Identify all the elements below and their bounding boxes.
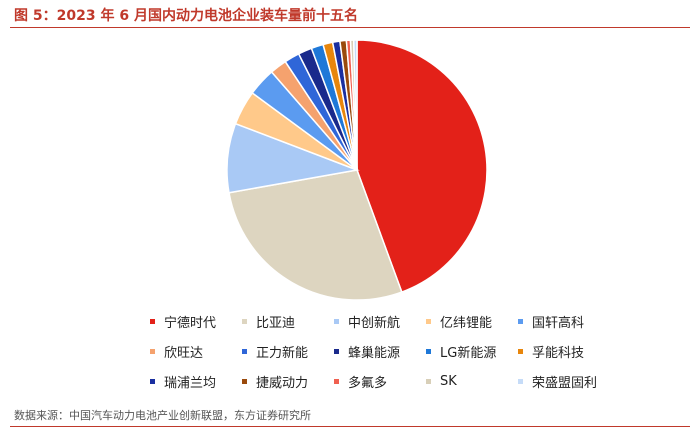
- legend-row: 宁德时代 比亚迪 中创新航 亿纬锂能 国轩高科: [150, 306, 610, 336]
- legend-item: 孚能科技: [518, 342, 610, 361]
- chart-title: 图 5：2023 年 6 月国内动力电池企业装车量前十五名: [14, 8, 358, 24]
- pie-slice-1: [356, 39, 488, 294]
- title-divider: [10, 27, 690, 28]
- legend-item: 多氟多: [334, 372, 426, 391]
- legend-label: 国轩高科: [532, 315, 585, 331]
- bottom-divider: [10, 426, 690, 427]
- legend-label: 欣旺达: [164, 345, 204, 361]
- legend-swatch: [242, 348, 247, 354]
- legend-swatch: [518, 348, 523, 354]
- legend-item: 捷威动力: [242, 372, 334, 391]
- chart-legend: 宁德时代 比亚迪 中创新航 亿纬锂能 国轩高科欣旺达 正力新能 蜂巢能源 LG新能源 孚能科技瑞…: [150, 306, 610, 396]
- pie-chart: [226, 39, 488, 300]
- legend-label: SK: [440, 373, 457, 389]
- legend-item: 蜂巢能源: [334, 342, 426, 361]
- legend-swatch: [334, 348, 339, 354]
- legend-swatch: [150, 318, 155, 324]
- legend-swatch: [242, 318, 247, 324]
- legend-label: 多氟多: [348, 375, 388, 391]
- legend-item: 欣旺达: [150, 342, 242, 361]
- legend-item: LG新能源: [426, 342, 518, 361]
- legend-label: 荣盛盟固利: [532, 375, 598, 391]
- legend-swatch: [242, 378, 247, 384]
- legend-item: 宁德时代: [150, 312, 242, 331]
- legend-label: 比亚迪: [256, 315, 296, 331]
- legend-item: SK: [426, 374, 518, 389]
- legend-label: 蜂巢能源: [348, 345, 401, 361]
- legend-swatch: [150, 348, 155, 354]
- legend-label: 孚能科技: [532, 345, 585, 361]
- pie-slice-2: [228, 169, 403, 300]
- legend-item: 国轩高科: [518, 312, 610, 331]
- legend-swatch: [334, 318, 339, 324]
- legend-item: 比亚迪: [242, 312, 334, 331]
- legend-swatch: [426, 318, 431, 324]
- legend-label: 正力新能: [256, 345, 309, 361]
- legend-label: 亿纬锂能: [440, 315, 493, 331]
- legend-item: 正力新能: [242, 342, 334, 361]
- legend-label: 中创新航: [348, 315, 401, 331]
- data-source-note: 数据来源：中国汽车动力电池产业创新联盟，东方证券研究所: [14, 409, 311, 422]
- legend-item: 荣盛盟固利: [518, 372, 610, 391]
- legend-swatch: [426, 348, 431, 354]
- legend-label: 捷威动力: [256, 375, 309, 391]
- legend-swatch: [334, 378, 339, 384]
- legend-label: 瑞浦兰均: [164, 375, 217, 391]
- pie-slice-15: [352, 39, 358, 171]
- legend-item: 瑞浦兰均: [150, 372, 242, 391]
- legend-label: LG新能源: [440, 345, 497, 361]
- legend-swatch: [150, 378, 155, 384]
- legend-label: 宁德时代: [164, 315, 217, 331]
- legend-item: 中创新航: [334, 312, 426, 331]
- legend-row: 欣旺达 正力新能 蜂巢能源 LG新能源 孚能科技: [150, 336, 610, 366]
- legend-swatch: [518, 378, 523, 384]
- legend-row: 瑞浦兰均 捷威动力 多氟多 SK 荣盛盟固利: [150, 366, 610, 396]
- legend-swatch: [426, 378, 431, 384]
- legend-swatch: [518, 318, 523, 324]
- legend-item: 亿纬锂能: [426, 312, 518, 331]
